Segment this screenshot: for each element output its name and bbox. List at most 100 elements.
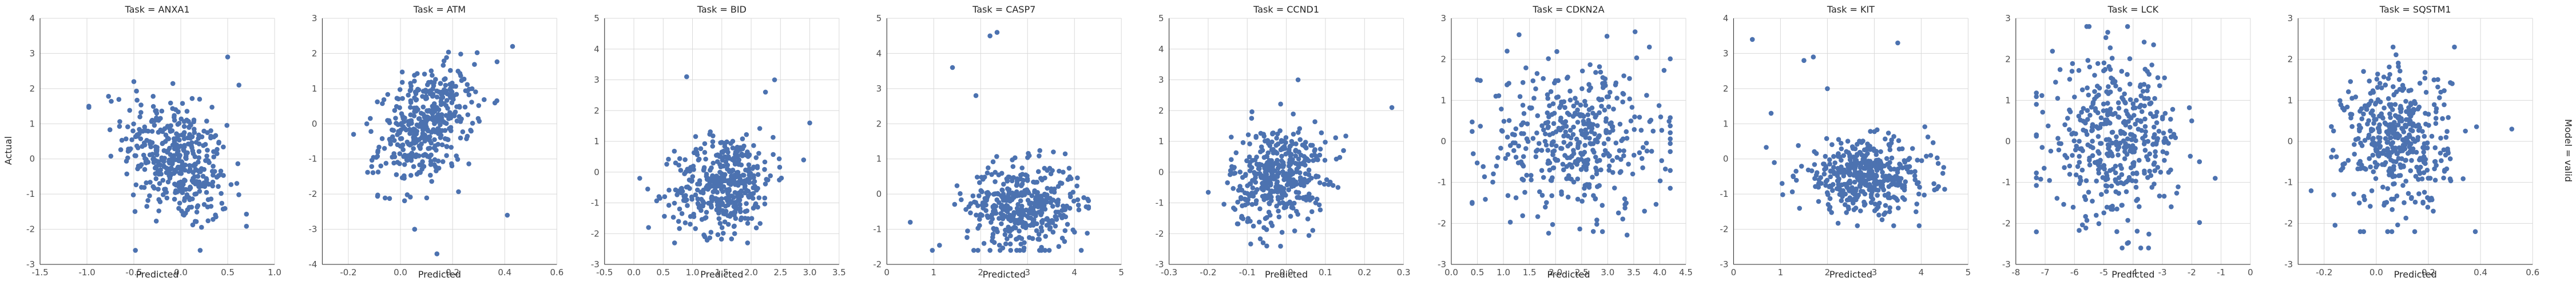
data-point xyxy=(1002,232,1008,238)
data-point xyxy=(1306,172,1312,177)
data-point xyxy=(399,69,405,75)
data-point xyxy=(408,153,414,159)
data-point xyxy=(751,191,756,196)
data-point xyxy=(963,207,969,212)
data-point xyxy=(1603,118,1609,124)
data-point xyxy=(1499,106,1504,112)
data-point xyxy=(184,109,190,114)
data-point xyxy=(1542,138,1548,144)
data-point xyxy=(2087,162,2093,168)
data-point xyxy=(2067,127,2072,132)
data-point xyxy=(425,109,430,114)
data-point xyxy=(736,197,741,203)
data-point xyxy=(1291,132,1296,137)
data-point xyxy=(454,153,459,159)
data-point xyxy=(2118,129,2123,134)
data-point xyxy=(720,202,725,207)
data-point xyxy=(1007,242,1013,247)
data-point xyxy=(428,172,433,178)
data-point xyxy=(1622,205,1628,211)
data-point xyxy=(200,173,206,179)
data-point xyxy=(1283,135,1289,140)
data-point xyxy=(1621,73,1626,78)
data-point xyxy=(970,193,976,199)
data-point xyxy=(1294,167,1300,172)
data-point xyxy=(351,132,356,137)
data-point xyxy=(1799,164,1804,169)
data-point xyxy=(1768,110,1774,116)
data-point xyxy=(1595,123,1600,128)
data-point xyxy=(726,196,732,201)
data-point xyxy=(1864,147,1870,152)
data-point xyxy=(1257,206,1263,212)
data-point xyxy=(1857,178,1862,183)
data-point xyxy=(756,151,761,156)
data-point xyxy=(1057,168,1062,174)
data-point xyxy=(388,141,394,147)
data-point xyxy=(413,136,418,141)
data-point xyxy=(1037,148,1042,153)
data-point xyxy=(1250,185,1256,191)
data-point xyxy=(143,128,149,133)
data-point xyxy=(1007,175,1012,180)
data-point xyxy=(1579,68,1585,74)
data-point xyxy=(188,185,193,191)
data-point xyxy=(744,132,749,137)
data-point xyxy=(747,153,752,158)
data-point xyxy=(2112,79,2118,84)
data-point xyxy=(719,149,725,155)
data-point xyxy=(1821,171,1827,177)
data-point xyxy=(1312,119,1317,124)
data-point xyxy=(2403,117,2409,122)
data-point xyxy=(1275,157,1280,163)
data-point xyxy=(1535,113,1541,118)
data-point xyxy=(2400,143,2406,148)
data-point xyxy=(1925,134,1931,140)
data-point xyxy=(2119,95,2125,100)
data-point xyxy=(801,157,807,163)
data-point xyxy=(1554,143,1559,149)
data-point xyxy=(219,191,224,196)
data-point xyxy=(1860,189,1865,195)
data-point xyxy=(2386,76,2391,81)
y-tick-label: 0 xyxy=(1158,167,1164,177)
data-point xyxy=(1232,165,1237,170)
data-point xyxy=(716,216,722,221)
data-point xyxy=(1823,165,1829,171)
data-point xyxy=(1887,147,1893,153)
data-point xyxy=(762,201,768,207)
x-tick-label: 0 xyxy=(884,267,890,278)
data-point xyxy=(2117,87,2122,92)
y-tick-label: 3 xyxy=(1723,48,1729,58)
data-point xyxy=(2067,163,2073,169)
data-point xyxy=(205,181,211,187)
data-point xyxy=(1050,219,1055,224)
data-point xyxy=(211,172,216,178)
data-point xyxy=(1612,185,1617,191)
data-point xyxy=(765,177,771,183)
data-point xyxy=(1878,149,1883,155)
data-point xyxy=(2380,184,2386,190)
data-point xyxy=(986,165,991,171)
data-point xyxy=(1018,242,1023,247)
data-point xyxy=(2443,152,2448,158)
data-point xyxy=(1019,220,1025,225)
data-point xyxy=(125,124,130,129)
data-point xyxy=(134,143,140,149)
data-point xyxy=(156,187,161,192)
data-point xyxy=(2106,142,2111,148)
data-point xyxy=(2034,102,2039,107)
data-point xyxy=(752,204,758,209)
data-point xyxy=(2351,191,2356,197)
data-point xyxy=(779,175,784,181)
data-point xyxy=(1586,82,1591,87)
data-point xyxy=(2067,107,2072,113)
data-point xyxy=(1341,148,1346,153)
data-point xyxy=(1837,186,1843,192)
data-point xyxy=(168,100,173,106)
data-point xyxy=(2104,89,2109,94)
data-point xyxy=(1539,168,1545,173)
data-point xyxy=(1474,160,1480,166)
data-point xyxy=(1594,171,1599,177)
